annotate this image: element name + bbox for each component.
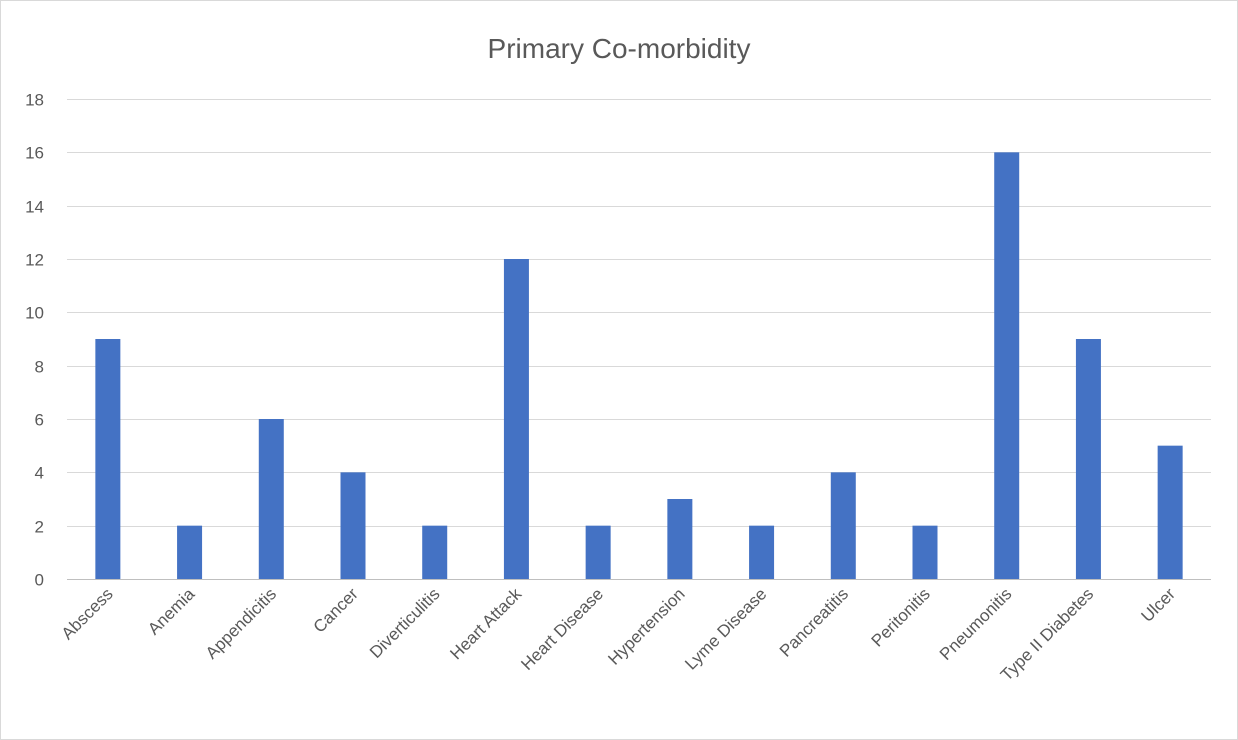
bar-peritonitis [912, 525, 938, 579]
y-tick-label: 14 [25, 198, 44, 217]
bar-type-ii-diabetes [1075, 339, 1101, 579]
x-tick-label: Hypertension [604, 584, 688, 668]
bar-appendicitis [258, 419, 284, 579]
x-tick-label: Ulcer [1137, 584, 1179, 626]
bar-pneumonitis [994, 152, 1020, 580]
x-tick-label: Anemia [144, 584, 199, 639]
x-tick-label: Peritonitis [868, 584, 934, 650]
y-tick-label: 12 [25, 251, 44, 270]
bar-heart-attack [503, 259, 529, 579]
chart-title: Primary Co-morbidity [488, 33, 751, 64]
bar-anemia [177, 525, 203, 579]
bar-ulcer [1157, 445, 1183, 579]
bar-lyme-disease [749, 525, 775, 579]
x-axis-ticks: Abscess Anemia Appendicitis Cancer Diverticu… [58, 584, 1179, 685]
y-tick-label: 4 [35, 464, 44, 483]
bars [95, 152, 1183, 580]
bar-pancreatitis [830, 472, 856, 579]
x-tick-label: Pancreatitis [776, 584, 852, 660]
y-tick-label: 16 [25, 144, 44, 163]
bar-heart-disease [585, 525, 611, 579]
y-tick-label: 6 [35, 411, 44, 430]
bar-cancer [340, 472, 366, 579]
bar-abscess [95, 339, 121, 579]
x-tick-label: Abscess [58, 584, 117, 643]
y-tick-label: 8 [35, 358, 44, 377]
x-tick-label: Cancer [310, 584, 362, 636]
x-tick-label: Pneumonitis [936, 584, 1016, 664]
gridlines [67, 99, 1211, 527]
x-tick-label: Lyme Disease [681, 584, 770, 673]
y-tick-label: 0 [35, 571, 44, 590]
y-tick-label: 10 [25, 304, 44, 323]
bar-diverticulitis [422, 525, 448, 579]
bar-hypertension [667, 499, 693, 579]
y-tick-label: 2 [35, 518, 44, 537]
x-tick-label: Heart Disease [517, 584, 607, 674]
x-tick-label: Appendicitis [202, 584, 280, 662]
y-axis-ticks: 0 2 4 6 8 10 12 14 16 18 [25, 91, 44, 590]
x-tick-label: Diverticulitis [366, 584, 444, 662]
y-tick-label: 18 [25, 91, 44, 110]
x-tick-label: Heart Attack [446, 584, 525, 663]
